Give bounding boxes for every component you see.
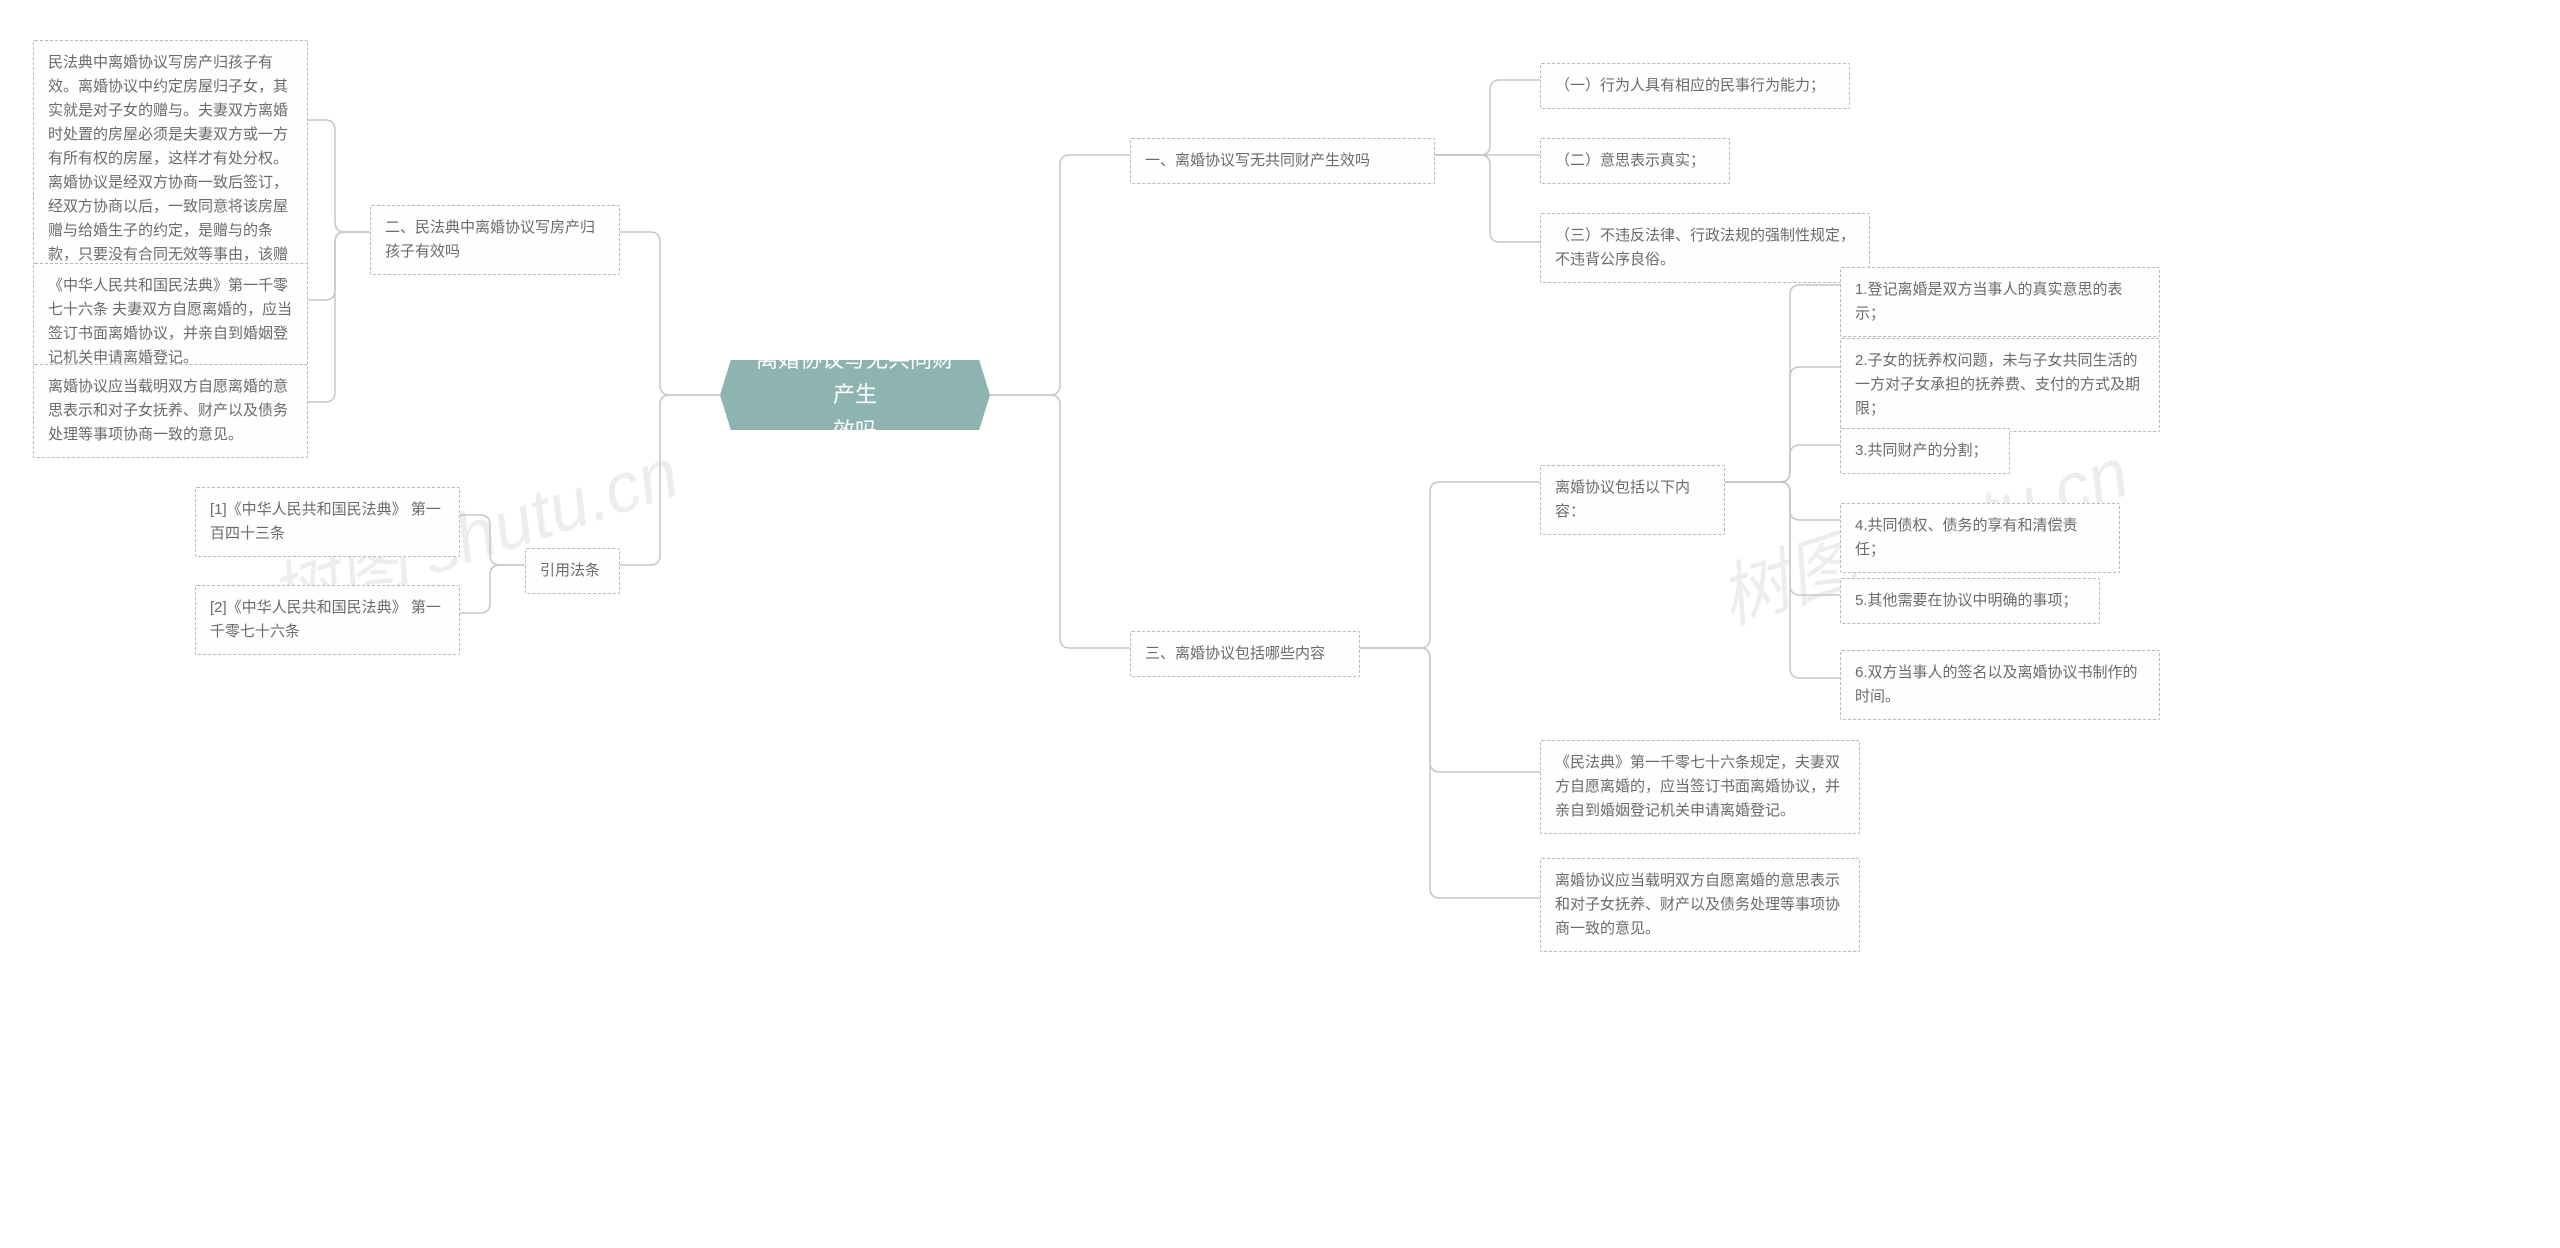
- branch-3-p2: 离婚协议应当载明双方自愿离婚的意思表示和对子女抚养、财产以及债务处理等事项协商一…: [1540, 858, 1860, 952]
- center-line1: 离婚协议写无共同财产生: [756, 347, 954, 407]
- group-item-3: 3.共同财产的分割；: [1840, 428, 2010, 474]
- branch-1-child-3: （三）不违反法律、行政法规的强制性规定，不违背公序良俗。: [1540, 213, 1870, 283]
- group-item-5: 5.其他需要在协议中明确的事项；: [1840, 578, 2100, 624]
- branch-1: 一、离婚协议写无共同财产生效吗: [1130, 138, 1435, 184]
- center-node: 离婚协议写无共同财产生 效吗: [720, 360, 990, 430]
- branch-3-group: 离婚协议包括以下内容：: [1540, 465, 1725, 535]
- branch-3-p1: 《民法典》第一千零七十六条规定，夫妻双方自愿离婚的，应当签订书面离婚协议，并亲自…: [1540, 740, 1860, 834]
- branch-1-child-2: （二）意思表示真实；: [1540, 138, 1730, 184]
- group-item-1: 1.登记离婚是双方当事人的真实意思的表示；: [1840, 267, 2160, 337]
- branch-2: 二、民法典中离婚协议写房产归孩子有效吗: [370, 205, 620, 275]
- group-item-4: 4.共同债权、债务的享有和清偿责任；: [1840, 503, 2120, 573]
- cite: 引用法条: [525, 548, 620, 594]
- branch-1-child-1: （一）行为人具有相应的民事行为能力；: [1540, 63, 1850, 109]
- group-item-6: 6.双方当事人的签名以及离婚协议书制作的时间。: [1840, 650, 2160, 720]
- branch-3: 三、离婚协议包括哪些内容: [1130, 631, 1360, 677]
- cite-child-1: [1]《中华人民共和国民法典》 第一百四十三条: [195, 487, 460, 557]
- cite-child-2: [2]《中华人民共和国民法典》 第一千零七十六条: [195, 585, 460, 655]
- group-item-2: 2.子女的抚养权问题，未与子女共同生活的一方对子女承担的抚养费、支付的方式及期限…: [1840, 338, 2160, 432]
- center-line2: 效吗: [833, 418, 877, 443]
- branch-2-child-3: 离婚协议应当载明双方自愿离婚的意思表示和对子女抚养、财产以及债务处理等事项协商一…: [33, 364, 308, 458]
- diagram-canvas: 树图 shutu.cn 树图 shutu.cn: [0, 0, 2560, 1248]
